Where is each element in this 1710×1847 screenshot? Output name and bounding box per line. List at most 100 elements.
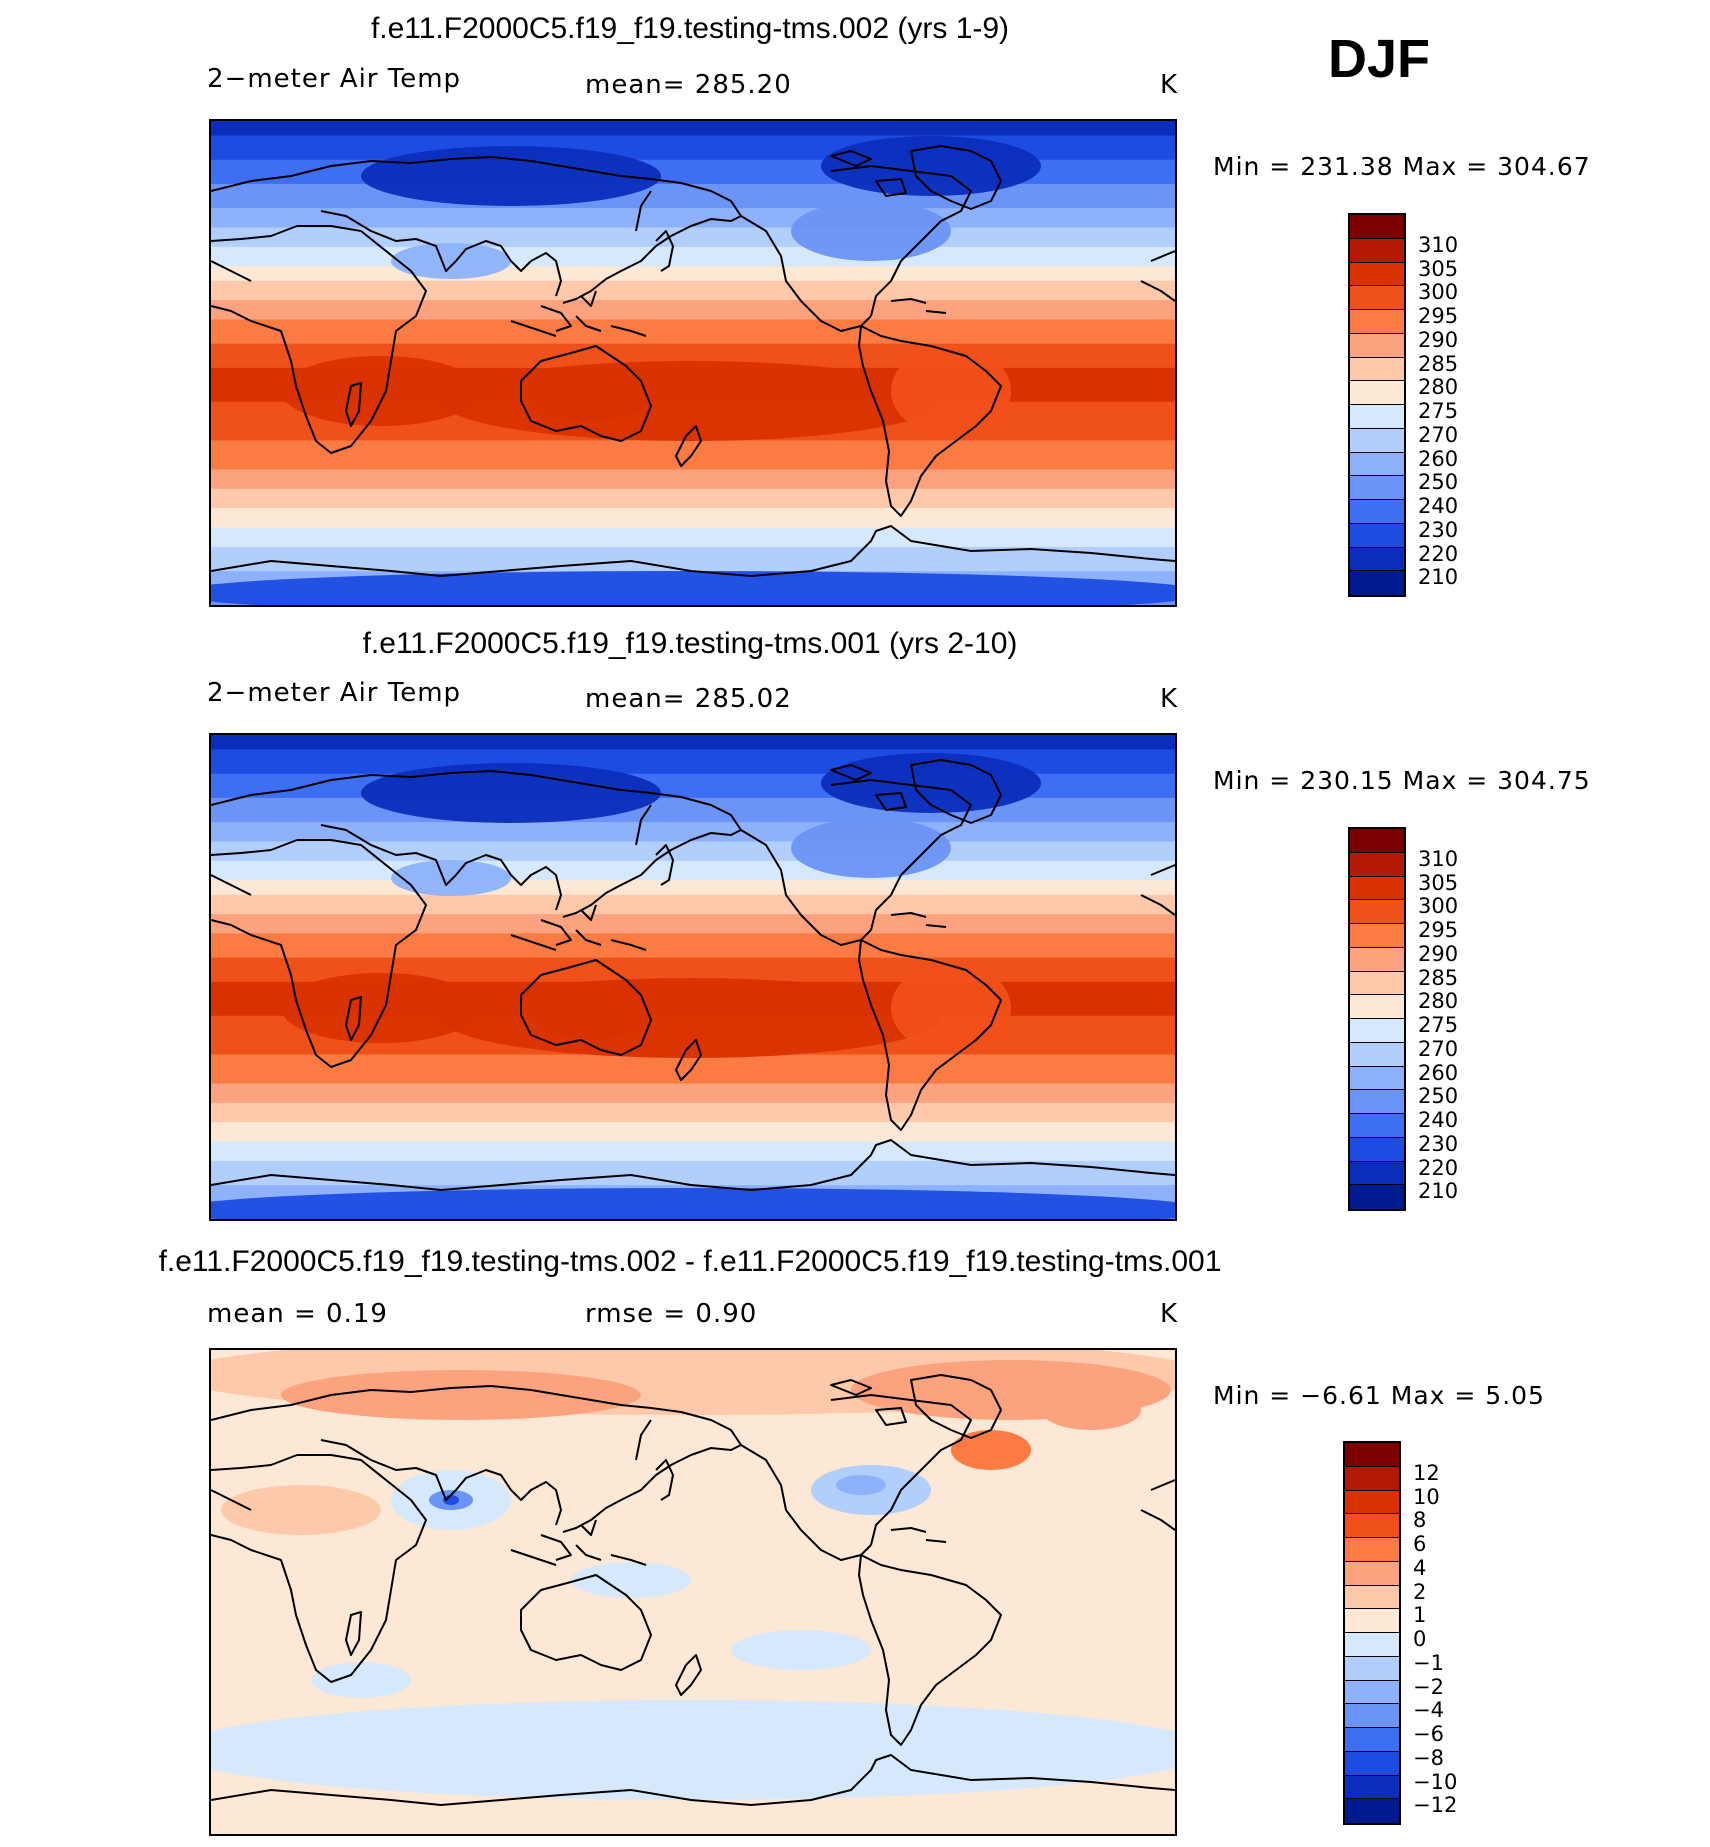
colorbar-tick-label: 0: [1413, 1627, 1427, 1651]
coastline: [575, 929, 602, 946]
colorbar-tick-label: 300: [1418, 894, 1459, 919]
coastline: [211, 260, 252, 282]
coastline: [740, 829, 872, 946]
colorbar-tick-label: −2: [1413, 1674, 1444, 1699]
colorbar-tick-label: −10: [1413, 1769, 1458, 1794]
temperature-region: [891, 346, 1011, 436]
colorbar-box: [1350, 1090, 1404, 1114]
temperature-region: [391, 860, 511, 896]
colorbar-tick-label: 240: [1418, 494, 1459, 518]
coastline: [655, 844, 674, 886]
panel1-title: f.e11.F2000C5.f19_f19.testing-tms.002 (y…: [370, 12, 1010, 45]
temperature-band: [211, 1083, 1175, 1104]
colorbar-tick-label: 6: [1413, 1532, 1427, 1556]
coastline: [575, 315, 602, 332]
colorbar-box: [1350, 452, 1404, 477]
coastline: [740, 1444, 872, 1561]
temperature-band: [211, 527, 1175, 548]
coastline: [320, 824, 562, 911]
colorbar-box: [1350, 428, 1404, 453]
coastline: [925, 310, 947, 314]
coastline: [520, 1574, 652, 1671]
temperature-band: [211, 300, 1175, 321]
difference-region: [1041, 1390, 1141, 1430]
colorbar-box: [1350, 333, 1404, 358]
panel2-units-label: K: [1160, 684, 1179, 714]
colorbar-box: [1350, 1185, 1404, 1209]
coastline: [830, 764, 872, 781]
temperature-band: [211, 1122, 1175, 1143]
coastline: [910, 145, 1002, 210]
colorbar-tick-label: 290: [1418, 941, 1459, 966]
temperature-band: [211, 183, 1175, 210]
coastline: [675, 1039, 702, 1081]
temperature-band: [211, 914, 1175, 935]
colorbar-box: [1345, 1443, 1399, 1467]
coastline: [635, 1419, 652, 1461]
colorbar-tick-label: 1: [1413, 1603, 1427, 1628]
colorbar-box: [1350, 476, 1404, 500]
coastline: [875, 1407, 907, 1426]
colorbar-box: [1350, 947, 1404, 972]
colorbar-box: [1345, 1609, 1399, 1633]
coastline: [610, 1554, 647, 1566]
coastline: [345, 1611, 362, 1656]
colorbar-box: [1350, 1042, 1404, 1067]
coastline: [740, 215, 872, 332]
colorbar-tick-label: 305: [1418, 256, 1459, 281]
colorbar-box: [1350, 1019, 1404, 1043]
panel2-title: f.e11.F2000C5.f19_f19.testing-tms.001 (y…: [362, 627, 1018, 660]
coastline: [211, 874, 252, 896]
coastline: [211, 525, 1175, 577]
difference-region: [836, 1475, 886, 1495]
colorbar-box: [1350, 310, 1404, 334]
coastline: [510, 934, 557, 951]
colorbar-box: [1350, 1137, 1404, 1162]
colorbar-box: [1345, 1514, 1399, 1538]
panel3-colorbar: [1343, 1441, 1401, 1825]
panel2-min-max: Min = 230.15 Max = 304.75: [1213, 766, 1591, 795]
temperature-band: [211, 735, 1175, 751]
map-field: [211, 121, 1175, 605]
temperature-band: [211, 1054, 1175, 1085]
colorbar-tick-label: 270: [1418, 1036, 1459, 1061]
panel1-units-label: K: [1160, 70, 1179, 100]
temperature-band: [211, 488, 1175, 510]
colorbar-box: [1345, 1466, 1399, 1491]
coastline: [211, 1454, 298, 1471]
panel1-variable-label: 2−meter Air Temp: [207, 64, 462, 94]
temperature-region: [391, 243, 511, 279]
coastline: [575, 1544, 602, 1561]
colorbar-box: [1345, 1656, 1399, 1681]
colorbar-box: [1350, 995, 1404, 1019]
temperature-band: [211, 469, 1175, 490]
temperature-region: [211, 1188, 1175, 1219]
colorbar-tick-label: 300: [1418, 280, 1459, 305]
temperature-band: [211, 933, 1175, 959]
colorbar-tick-label: 270: [1418, 422, 1459, 447]
temperature-region: [891, 963, 1011, 1053]
colorbar-tick-label: 260: [1418, 1060, 1459, 1085]
colorbar-tick-label: 10: [1413, 1484, 1440, 1509]
coastline: [211, 1754, 1175, 1806]
colorbar-box: [1350, 900, 1404, 924]
temperature-region: [361, 763, 661, 823]
colorbar-box: [1350, 971, 1404, 996]
coastline: [675, 425, 702, 467]
colorbar-box: [1350, 1114, 1404, 1138]
colorbar-box: [1350, 523, 1404, 548]
colorbar-tick-label: 240: [1418, 1108, 1459, 1132]
temperature-band: [211, 508, 1175, 529]
colorbar-tick-label: 2: [1413, 1579, 1427, 1604]
coastline: [320, 210, 562, 297]
temperature-band: [211, 440, 1175, 471]
coastline: [1140, 894, 1175, 916]
panel3-units-label: K: [1160, 1299, 1179, 1329]
colorbar-tick-label: 230: [1418, 517, 1459, 542]
panel3-rmse-label: rmse = 0.90: [585, 1299, 758, 1329]
coastline: [540, 1534, 572, 1561]
colorbar-tick-label: 310: [1418, 232, 1459, 257]
panel1-colorbar: [1348, 213, 1406, 597]
temperature-region: [531, 988, 651, 1038]
coastline: [540, 305, 572, 332]
